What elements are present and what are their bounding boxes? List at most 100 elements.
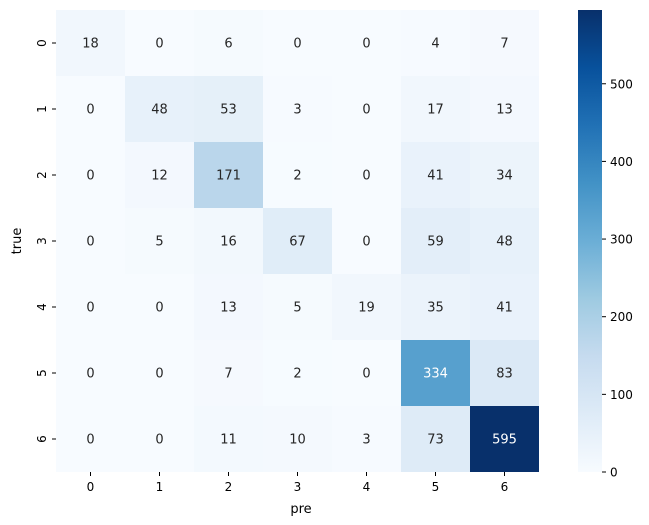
colorbar-tick-label: 0 <box>610 466 618 480</box>
heatmap-cell <box>332 274 401 340</box>
cell-value-label: 11 <box>220 433 237 448</box>
y-tick-label: 0 <box>35 39 49 47</box>
cell-value-label: 0 <box>362 367 370 382</box>
heatmap-cell <box>194 76 263 142</box>
heatmap-cell <box>125 76 194 142</box>
heatmap-cell <box>263 10 332 76</box>
cell-value-label: 4 <box>431 37 439 52</box>
heatmap-cell <box>125 274 194 340</box>
cell-value-label: 595 <box>492 433 517 448</box>
x-tick-label: 5 <box>432 480 440 494</box>
heatmap-cell <box>470 10 539 76</box>
x-tick-label: 6 <box>501 480 509 494</box>
cell-value-label: 0 <box>155 433 163 448</box>
colorbar-ticks: 0 100 200 300 400 500 <box>602 77 633 480</box>
heatmap-cell <box>332 208 401 274</box>
heatmap-cell <box>263 208 332 274</box>
cell-value-label: 5 <box>293 301 301 316</box>
heatmap-cell <box>470 76 539 142</box>
cell-value-label: 17 <box>427 103 444 118</box>
cell-value-label: 53 <box>220 103 237 118</box>
heatmap-cell <box>470 274 539 340</box>
heatmap-cell <box>125 142 194 208</box>
heatmap-cell <box>56 208 125 274</box>
cell-value-label: 0 <box>362 169 370 184</box>
heatmap-cell <box>332 76 401 142</box>
colorbar-tick-label: 400 <box>610 155 633 169</box>
heatmap-cell <box>56 406 125 472</box>
heatmap-cell <box>263 142 332 208</box>
cell-value-labels: 18 0 6 0 0 4 70 48 53 3 0 17 130 12 171 2 0 41 340 5 16 67 0 59… <box>82 37 517 448</box>
heatmap-cell <box>56 274 125 340</box>
heatmap-cell <box>194 274 263 340</box>
heatmap-cell <box>56 340 125 406</box>
y-tick-label: 1 <box>35 105 49 113</box>
heatmap-cell <box>263 76 332 142</box>
heatmap-cell <box>401 340 470 406</box>
y-tick-label: 2 <box>35 171 49 179</box>
heatmap-cell <box>263 406 332 472</box>
heatmap-cell <box>125 208 194 274</box>
heatmap-cell <box>470 142 539 208</box>
heatmap-cell <box>194 142 263 208</box>
x-axis-label: pre <box>290 502 311 517</box>
heatmap-cell <box>332 10 401 76</box>
x-tick-label: 4 <box>363 480 371 494</box>
heatmap-cell <box>332 340 401 406</box>
cell-value-label: 7 <box>500 37 508 52</box>
cell-value-label: 0 <box>86 103 94 118</box>
heatmap-cell <box>401 406 470 472</box>
y-tick-label: 5 <box>35 369 49 377</box>
heatmap-cell <box>332 406 401 472</box>
cell-value-label: 2 <box>293 367 301 382</box>
cell-value-label: 13 <box>496 103 513 118</box>
heatmap-cell <box>401 142 470 208</box>
cell-value-label: 0 <box>86 367 94 382</box>
colorbar-tick-label: 200 <box>610 310 633 324</box>
cell-value-label: 67 <box>289 235 306 250</box>
colorbar-tick-label: 500 <box>610 77 633 91</box>
cell-value-label: 0 <box>362 37 370 52</box>
heatmap-cell <box>401 208 470 274</box>
cell-value-label: 2 <box>293 169 301 184</box>
cell-value-label: 18 <box>82 37 99 52</box>
cell-value-label: 6 <box>224 37 232 52</box>
cell-value-label: 83 <box>496 367 513 382</box>
cell-value-label: 0 <box>86 433 94 448</box>
heatmap-cell <box>332 142 401 208</box>
heatmap-cell <box>194 10 263 76</box>
cell-value-label: 0 <box>362 103 370 118</box>
heatmap-cell <box>56 10 125 76</box>
cell-value-label: 0 <box>155 37 163 52</box>
cell-value-label: 0 <box>155 367 163 382</box>
heatmap-cell <box>263 340 332 406</box>
y-tick-label: 6 <box>35 435 49 443</box>
cell-value-label: 12 <box>151 169 168 184</box>
cell-value-label: 5 <box>155 235 163 250</box>
cell-value-label: 0 <box>155 301 163 316</box>
heatmap-cell <box>470 340 539 406</box>
heatmap-cell <box>194 208 263 274</box>
cell-value-label: 48 <box>151 103 168 118</box>
cell-value-label: 0 <box>86 169 94 184</box>
cell-value-label: 0 <box>86 301 94 316</box>
cell-value-label: 16 <box>220 235 237 250</box>
y-axis-label: true <box>10 228 25 255</box>
x-tick-label: 0 <box>87 480 95 494</box>
heatmap-cell <box>194 340 263 406</box>
heatmap-cell <box>56 142 125 208</box>
colorbar-tick-label: 300 <box>610 233 633 247</box>
cell-value-label: 0 <box>86 235 94 250</box>
cell-value-label: 0 <box>293 37 301 52</box>
colorbar <box>578 10 602 472</box>
heatmap-cell <box>401 10 470 76</box>
x-tick-label: 3 <box>294 480 302 494</box>
cell-value-label: 3 <box>293 103 301 118</box>
x-axis-ticks: 0 1 2 3 4 5 6 <box>87 472 509 494</box>
cell-value-label: 48 <box>496 235 513 250</box>
heatmap-cell <box>56 76 125 142</box>
heatmap-cell <box>470 208 539 274</box>
cell-value-label: 34 <box>496 169 513 184</box>
heatmap-cells <box>56 10 539 472</box>
